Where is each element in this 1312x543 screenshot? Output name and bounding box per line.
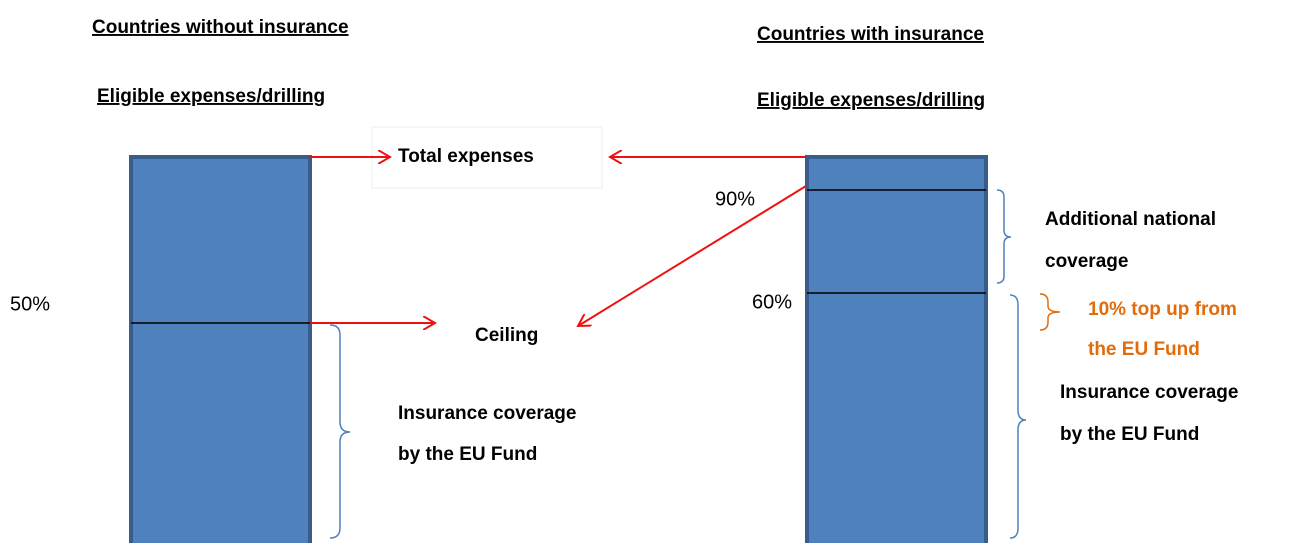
top-up-brace bbox=[1039, 293, 1061, 331]
brace bbox=[329, 324, 351, 539]
left-subtitle: Eligible expenses/drilling bbox=[97, 86, 325, 107]
coverage-line: Insurance coverage bbox=[1060, 382, 1238, 403]
right-subtitle: Eligible expenses/drilling bbox=[757, 90, 985, 111]
top-up-line: 10% top up from bbox=[1088, 299, 1237, 320]
total-expenses: Total expenses bbox=[398, 146, 534, 167]
left-bar bbox=[129, 155, 312, 543]
right-bar bbox=[805, 155, 988, 543]
total-box bbox=[371, 126, 603, 189]
arrow bbox=[578, 185, 807, 326]
top-up-line: the EU Fund bbox=[1088, 339, 1200, 360]
left-percent: 50% bbox=[10, 293, 50, 315]
right-percent-lower: 60% bbox=[752, 291, 792, 313]
right-percent-upper: 90% bbox=[715, 188, 755, 210]
coverage-line: by the EU Fund bbox=[1060, 424, 1199, 445]
additional-line: Additional national bbox=[1045, 209, 1216, 230]
brace bbox=[996, 189, 1012, 284]
right-title: Countries with insurance bbox=[757, 24, 984, 45]
coverage-line: Insurance coverage bbox=[398, 403, 576, 424]
ceiling-label: Ceiling bbox=[475, 325, 538, 346]
brace bbox=[1009, 294, 1027, 539]
coverage-line: by the EU Fund bbox=[398, 444, 537, 465]
additional-line: coverage bbox=[1045, 251, 1128, 272]
left-title: Countries without insurance bbox=[92, 17, 349, 38]
